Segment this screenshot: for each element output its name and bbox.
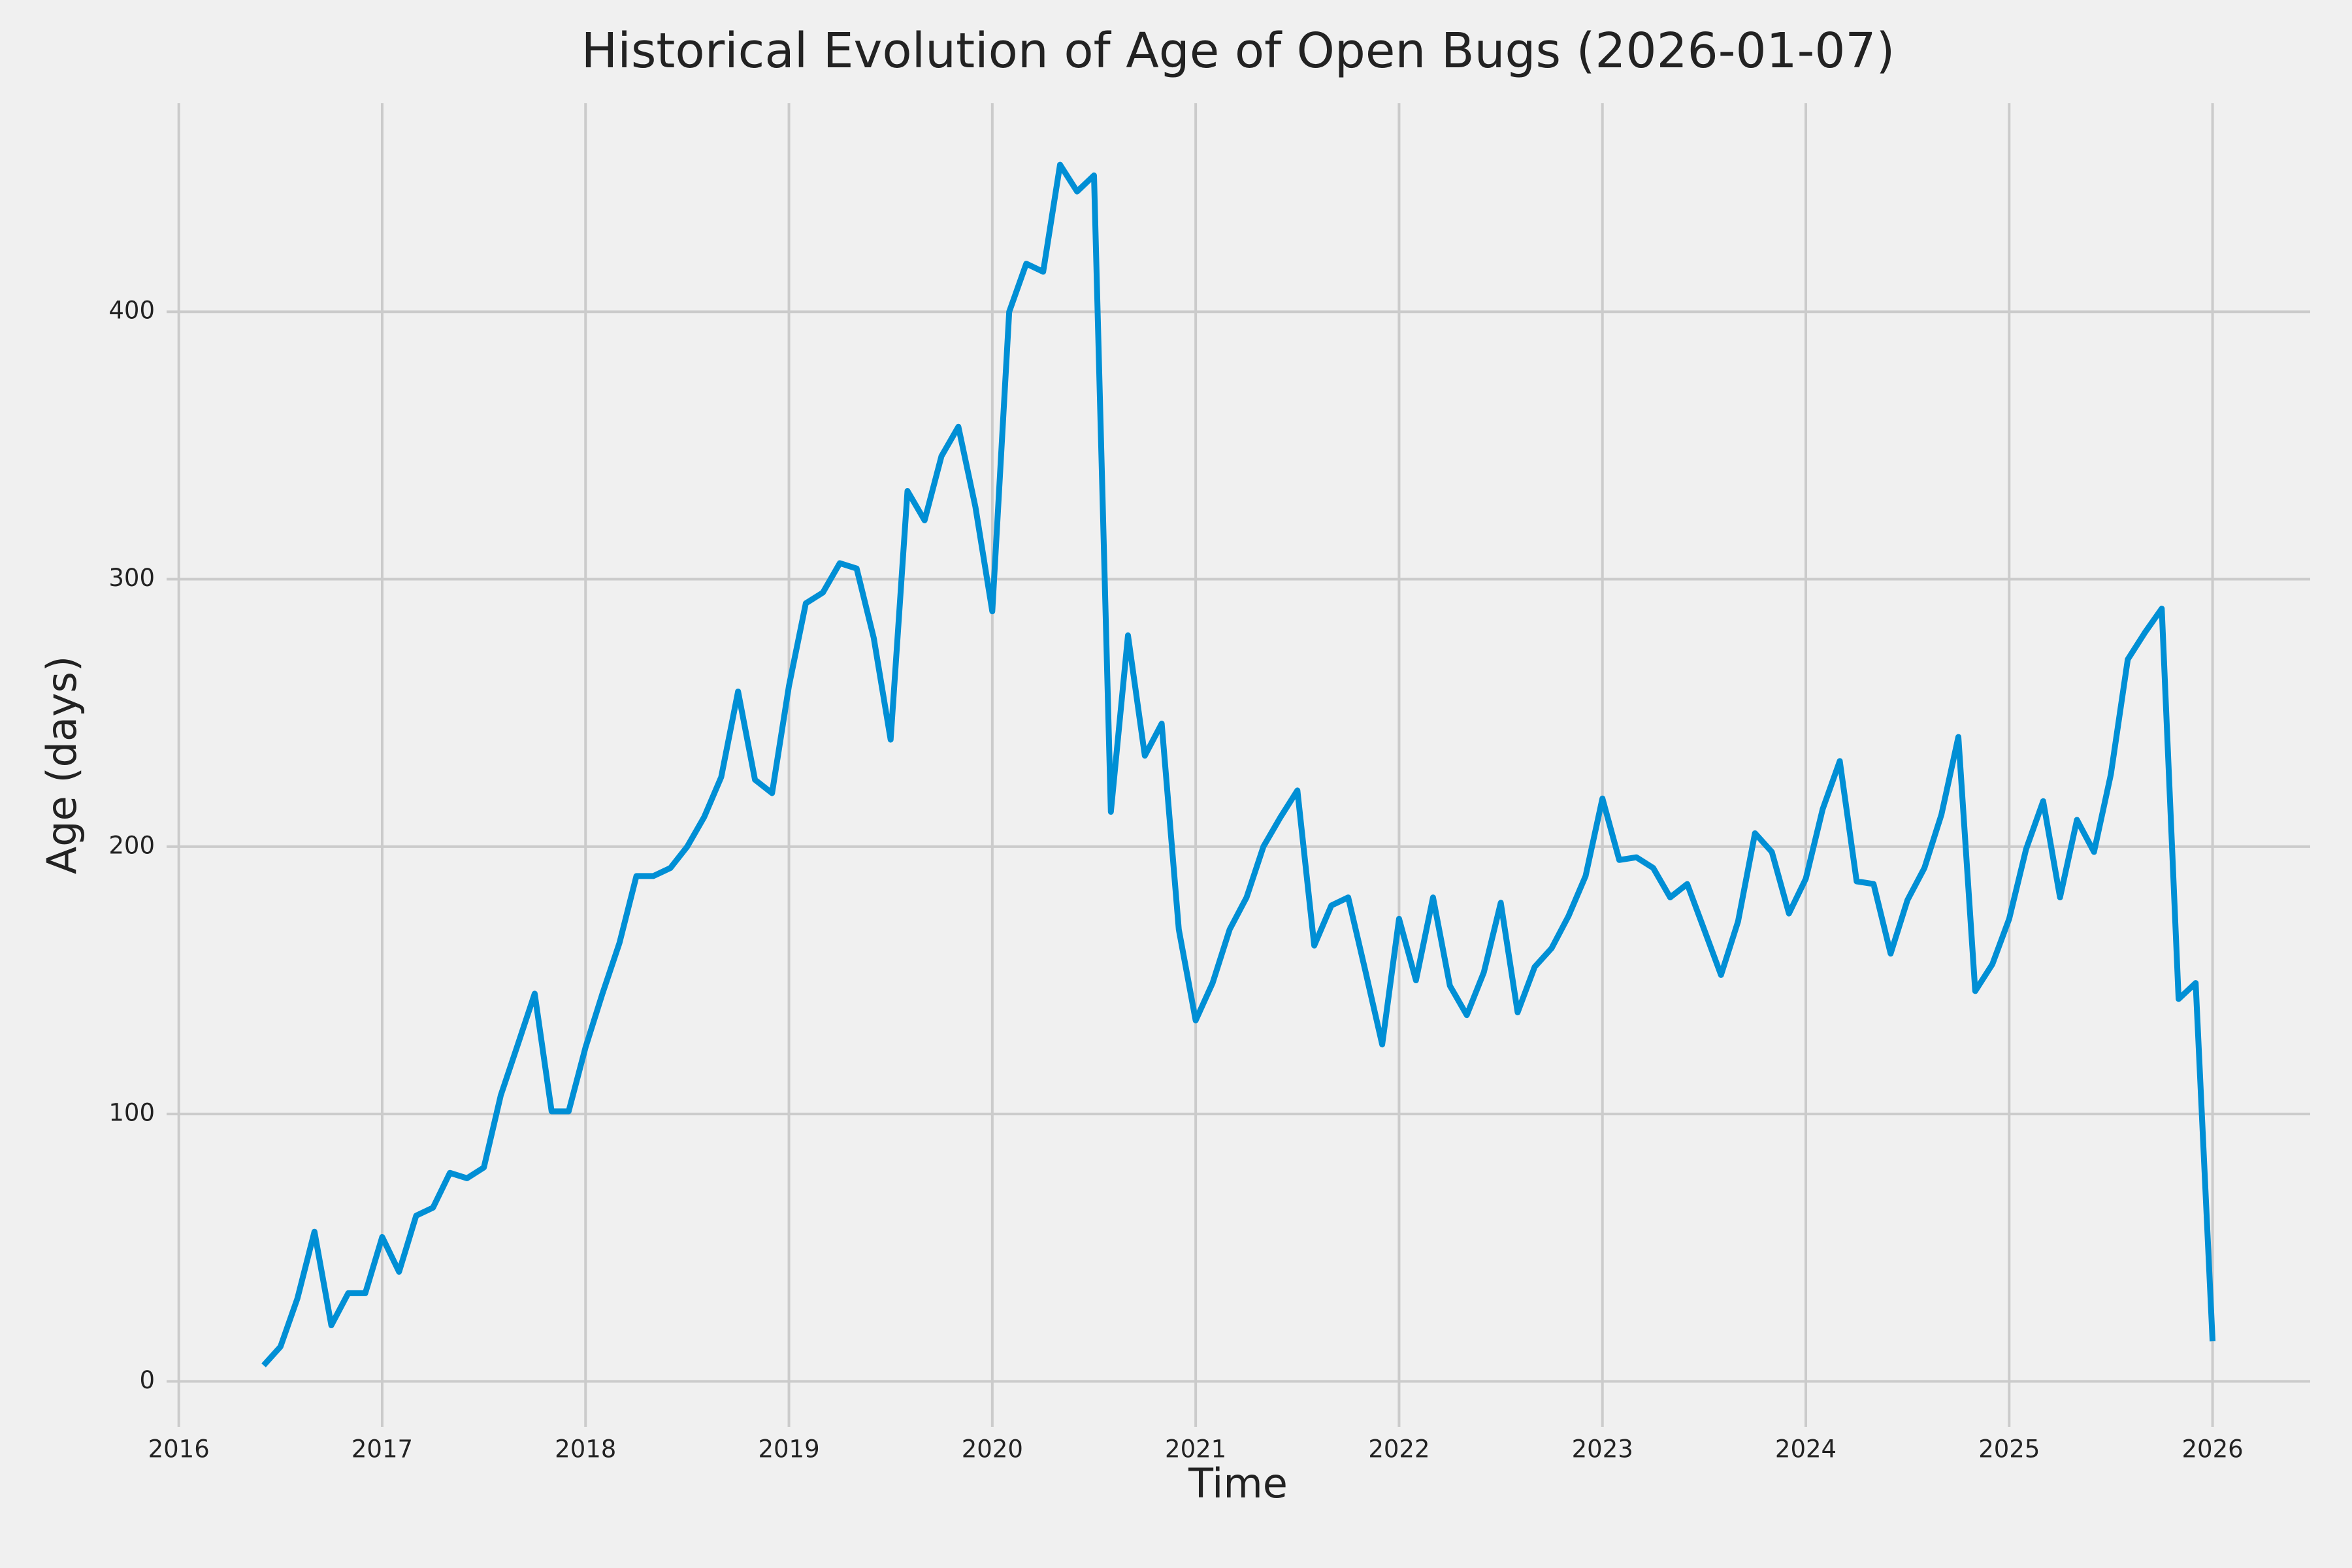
x-tick-label: 2025 <box>1978 1435 2040 1463</box>
x-tick-label: 2016 <box>148 1435 210 1463</box>
x-tick-label: 2018 <box>555 1435 616 1463</box>
x-axis-label: Time <box>1188 1460 1288 1507</box>
data-line <box>261 161 2216 1367</box>
x-tick-label: 2024 <box>1775 1435 1837 1463</box>
x-tick-label: 2022 <box>1368 1435 1429 1463</box>
y-tick-label: 300 <box>108 564 155 592</box>
x-tick-label: 2017 <box>351 1435 413 1463</box>
y-axis-label: Age (days) <box>38 656 86 874</box>
x-tick-label: 2020 <box>962 1435 1023 1463</box>
x-tick-label: 2021 <box>1165 1435 1226 1463</box>
x-tick-label: 2023 <box>1572 1435 1633 1463</box>
y-tick-label: 400 <box>108 297 155 325</box>
y-tick-label: 0 <box>139 1366 155 1394</box>
y-tick-label: 100 <box>108 1099 155 1127</box>
x-tick-label: 2019 <box>758 1435 819 1463</box>
y-tick-label: 200 <box>108 831 155 859</box>
x-tick-label: 2026 <box>2181 1435 2243 1463</box>
chart-title: Historical Evolution of Age of Open Bugs… <box>581 23 1895 79</box>
